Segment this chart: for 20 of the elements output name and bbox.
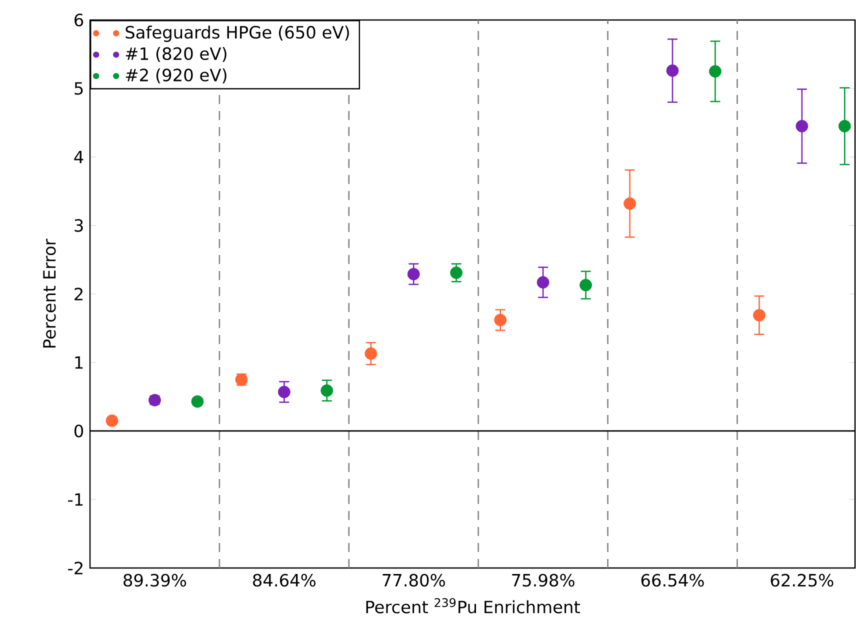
y-tick-label: 6 <box>74 14 84 26</box>
legend-label: Safeguards HPGe (650 eV) <box>126 26 349 42</box>
x-tick-label: 66.54% <box>641 574 704 587</box>
y-tick-label: 1 <box>75 356 83 369</box>
y-tick-label: 3 <box>74 219 83 232</box>
x-tick-label: 62.25% <box>770 574 834 587</box>
x-tick-label: 84.64% <box>253 574 316 587</box>
x-tick-label: 89.39% <box>124 574 186 587</box>
x-axis-title: Percent $^{239}$Pu Enrichment <box>366 598 580 614</box>
y-tick-label: 2 <box>74 288 82 300</box>
x-tick-label: 75.98% <box>512 574 574 587</box>
legend-label: #1 (820 eV) <box>126 46 226 62</box>
y-axis-title: Percent Error <box>43 238 56 348</box>
x-tick-label: 77.80% <box>382 574 445 587</box>
legend-label: #2 (920 eV) <box>126 68 226 84</box>
y-tick-label: 0 <box>74 424 84 438</box>
y-tick-label: -1 <box>68 493 83 506</box>
y-tick-label: 4 <box>74 150 84 164</box>
y-tick-label: -2 <box>68 562 82 574</box>
y-tick-label: 5 <box>74 82 83 95</box>
